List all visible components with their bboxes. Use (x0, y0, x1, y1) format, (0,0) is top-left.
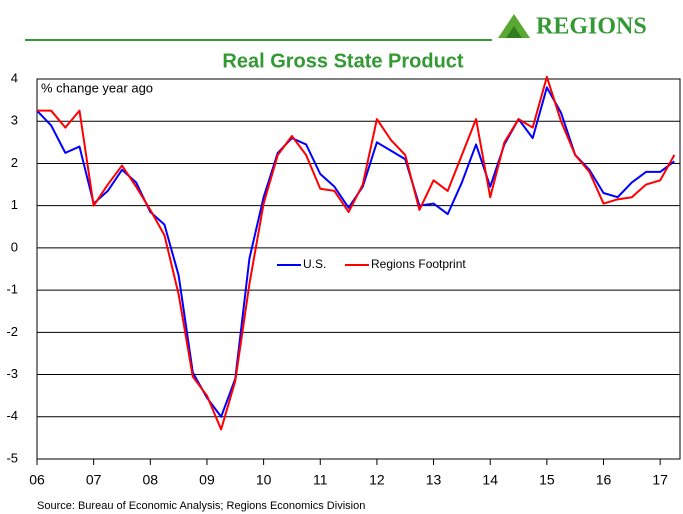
y-tick-label: 4 (11, 70, 18, 85)
x-tick-label: 17 (652, 472, 668, 488)
source-note: Source: Bureau of Economic Analysis; Reg… (37, 500, 365, 512)
x-tick-label: 12 (369, 472, 385, 488)
grid (37, 78, 680, 460)
logo-text: REGIONS (536, 14, 647, 40)
y-tick-label: -5 (6, 450, 18, 465)
y-tick-label: 3 (11, 113, 18, 128)
logo-icon (498, 14, 530, 38)
x-tick-label: 11 (313, 472, 328, 488)
x-tick-label: 08 (143, 472, 159, 488)
series-line (37, 75, 676, 431)
legend-label: Regions Footprint (371, 257, 466, 271)
x-tick-label: 10 (256, 472, 272, 488)
y-tick-label: -2 (6, 324, 18, 339)
y-tick-label: 1 (11, 197, 18, 212)
x-tick-label: 15 (539, 472, 555, 488)
x-tick-label: 09 (199, 472, 215, 488)
x-tick-label: 14 (482, 472, 498, 488)
series-line (36, 86, 675, 418)
x-tick-label: 13 (426, 472, 442, 488)
chart-title: Real Gross State Product (222, 50, 464, 72)
legend-label: U.S. (303, 257, 326, 271)
y-tick-label: -4 (6, 408, 18, 423)
y-tick-label: 2 (11, 155, 18, 170)
y-tick-label: -3 (6, 366, 18, 381)
y-axis-label: % change year ago (41, 80, 153, 95)
y-tick-label: -1 (6, 282, 18, 297)
y-tick-label: 0 (11, 239, 18, 254)
x-tick-label: 06 (29, 472, 45, 488)
x-tick-label: 16 (596, 472, 612, 488)
plot-frame (36, 78, 681, 460)
x-tick-label: 07 (86, 472, 102, 488)
